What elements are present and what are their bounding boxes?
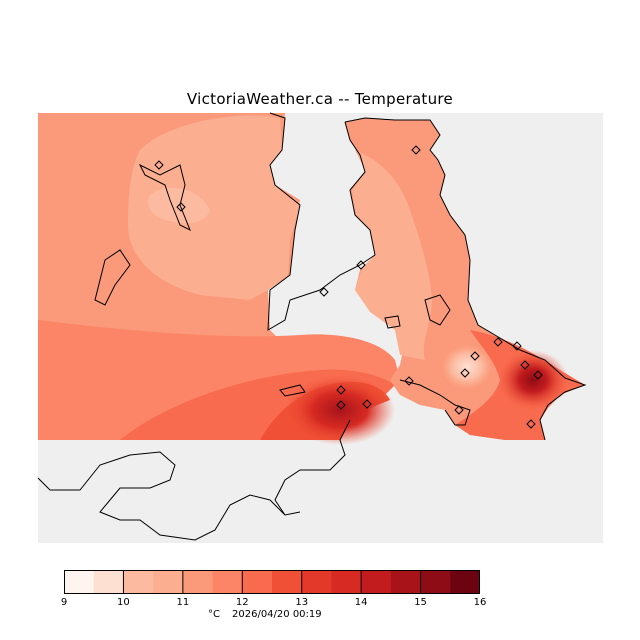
scale-tick-label: 12 (235, 597, 249, 608)
scale-segment (272, 570, 303, 594)
map-title: VictoriaWeather.ca -- Temperature (186, 90, 454, 108)
temp-hotspot-east (498, 350, 568, 410)
unit-label: °C (208, 609, 220, 620)
scale-tick-label: 16 (473, 597, 487, 608)
scale-segment (390, 570, 422, 594)
station-marker (336, 385, 346, 395)
scale-segment (123, 570, 154, 594)
scale-tick-label: 14 (354, 597, 368, 608)
station-marker (356, 260, 366, 270)
scale-tick-label: 10 (117, 597, 130, 608)
temp-hotspot-south (285, 375, 395, 445)
station-marker (362, 399, 372, 409)
scale-frame (64, 570, 480, 594)
station-marker (176, 202, 186, 212)
scale-tick-label: 13 (295, 597, 309, 608)
station-marker (319, 287, 329, 297)
scale-tick-label: 15 (414, 597, 427, 608)
scale-tick-label: 9 (60, 597, 68, 608)
station-marker (411, 145, 421, 155)
scale-segment (420, 570, 451, 594)
station-marker (470, 351, 480, 361)
temp-band-east-cool (352, 150, 432, 360)
scale-segment (361, 570, 392, 594)
station-markers (154, 145, 543, 429)
station-marker (526, 419, 536, 429)
temp-band-cool-west (128, 115, 300, 300)
station-marker (520, 360, 530, 370)
station-marker (154, 160, 164, 170)
station-marker (512, 341, 522, 351)
station-marker (404, 376, 414, 386)
station-marker (454, 405, 464, 415)
scale-segment (450, 570, 480, 594)
scale-segment (182, 570, 214, 594)
scale-segment (301, 570, 332, 594)
scale-tick-label: 11 (176, 597, 190, 608)
station-marker (336, 400, 346, 410)
station-marker (533, 370, 543, 380)
scale-segment (242, 570, 273, 594)
station-marker (493, 337, 503, 347)
timestamp: 2026/04/20 00:19 (232, 609, 322, 620)
color-scale-bar (64, 570, 480, 594)
scale-segment (93, 570, 124, 594)
scale-segment (153, 570, 184, 594)
scale-segment (331, 570, 362, 594)
scale-segment (64, 570, 95, 594)
scale-segment (212, 570, 243, 594)
station-marker (460, 368, 470, 378)
temp-coolspot-east (442, 345, 492, 389)
coastline (37, 112, 587, 541)
